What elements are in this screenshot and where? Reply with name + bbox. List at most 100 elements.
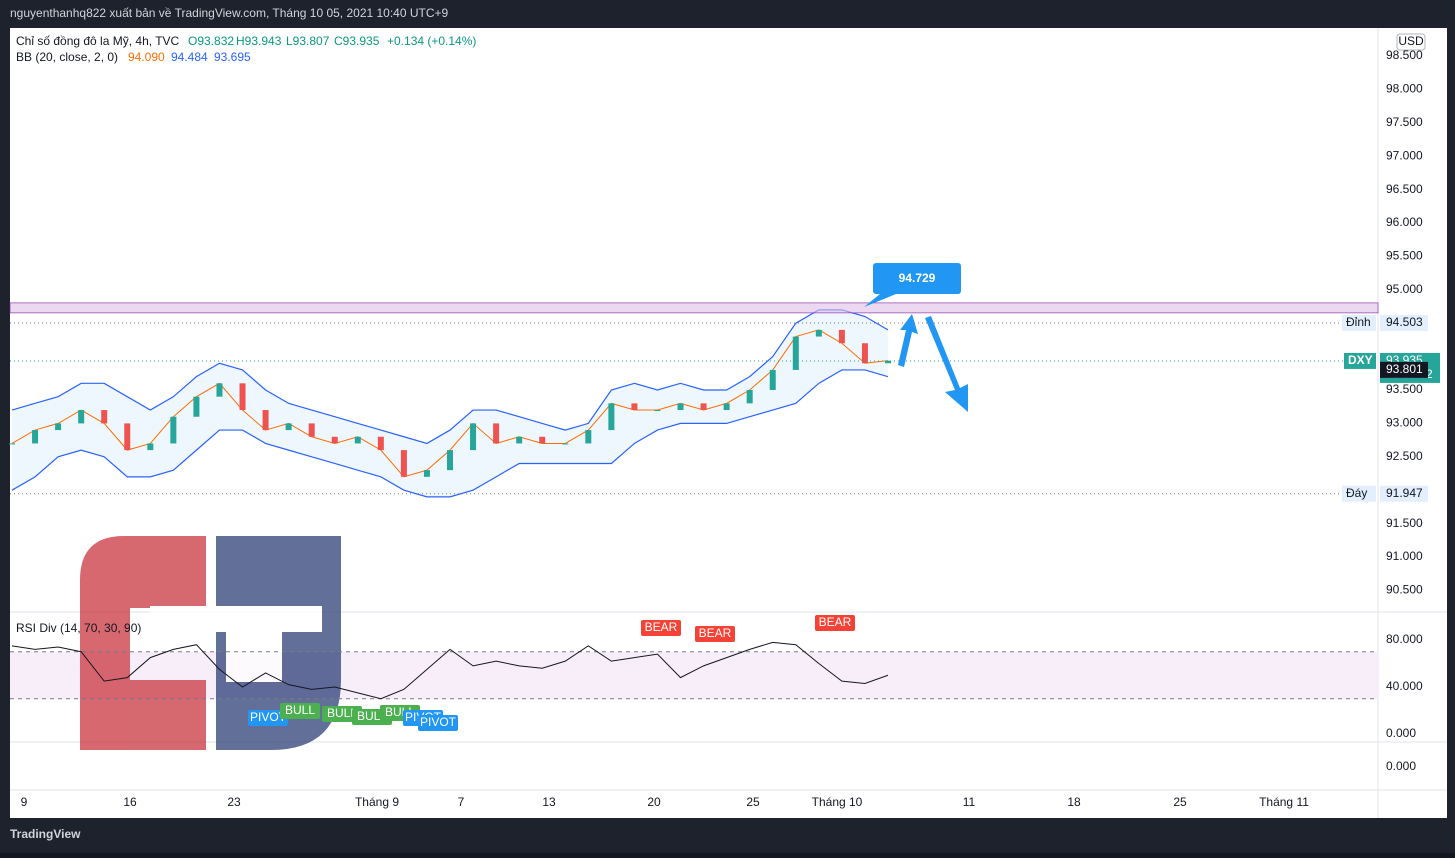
level-tag: Đáy [1346, 486, 1367, 500]
price-tick: 90.500 [1386, 583, 1423, 597]
rsi-title: RSI Div (14, 70, 30, 90) [16, 621, 141, 635]
candle [377, 436, 384, 451]
candle [447, 450, 453, 471]
candle [262, 410, 269, 431]
candle [193, 396, 200, 417]
candle [285, 423, 292, 431]
rsi-tag [248, 710, 288, 726]
candle [677, 403, 684, 411]
time-tick: 16 [123, 795, 137, 809]
price-tick: 96.500 [1386, 182, 1423, 196]
level-tag: Đỉnh [1346, 315, 1371, 329]
symbol: DXY [1348, 353, 1373, 367]
price-tick: 91.000 [1386, 549, 1423, 563]
level-value-bg [1380, 485, 1428, 502]
candle [423, 470, 430, 477]
candle [78, 410, 85, 424]
time-tick: 9 [21, 795, 28, 809]
rsi-tag [418, 715, 458, 731]
resistance-zone [9, 302, 1379, 314]
rsi-tag-label: PIVOT [420, 715, 457, 729]
legend-close: C93.935 [334, 34, 380, 48]
time-tick: Tháng 9 [355, 795, 399, 809]
watermark-logo [80, 536, 341, 750]
rsi-band [10, 652, 1378, 699]
arrow-down [925, 316, 968, 412]
legend-open: O93.832 [188, 34, 234, 48]
time-tick: 20 [647, 795, 661, 809]
rsi-tag [641, 620, 681, 636]
rsi-tick: 40.000 [1386, 679, 1423, 693]
callout-pointer [864, 294, 896, 307]
candle [516, 436, 523, 444]
publisher: nguyenthanhq822 xuất bản về TradingView.… [10, 6, 449, 20]
candle [170, 416, 177, 444]
candle [885, 360, 891, 364]
candle [331, 436, 338, 444]
rsi-tag-label: BEAR [819, 615, 852, 629]
candle [815, 329, 822, 337]
price-tick: 96.000 [1386, 215, 1423, 229]
rsi-tag-label: BULL [285, 703, 315, 717]
prev-price: 93.801 [1386, 362, 1423, 376]
unit: USD [1398, 34, 1424, 48]
candle [723, 403, 730, 411]
candle [147, 443, 154, 451]
rsi-tag [280, 703, 320, 719]
time-tick: 23 [227, 795, 241, 809]
price-tick: 95.000 [1386, 282, 1423, 296]
rsi-tag-label: PIVOT [250, 710, 287, 724]
candle [9, 443, 15, 445]
level-value-bg [1380, 314, 1428, 331]
unit-badge [1396, 33, 1426, 51]
legend-high: H93.943 [236, 34, 282, 48]
target-price: 94.729 [899, 271, 936, 285]
bb-upper [11, 309, 889, 445]
level-tag-bg [1342, 485, 1376, 502]
arrow-up [898, 314, 918, 367]
price-tick: 93.500 [1386, 382, 1423, 396]
price-tick: 98.500 [1386, 48, 1423, 62]
time-tick: 25 [1173, 795, 1187, 809]
legend-change: +0.134 (+0.14%) [387, 34, 476, 48]
price-tick: 91.500 [1386, 516, 1423, 530]
candle [631, 403, 638, 411]
time-tick: Tháng 10 [812, 795, 863, 809]
level-value: 94.503 [1386, 315, 1423, 329]
legend-symbol: Chỉ số đồng đô la Mỹ, 4h, TVC [16, 34, 180, 48]
candle [124, 423, 131, 451]
candle [354, 436, 361, 444]
symbol-bg [1344, 352, 1376, 369]
rsi-tag-label: BEAR [645, 620, 678, 634]
price-tick: 92.500 [1386, 449, 1423, 463]
candle [32, 430, 39, 444]
level-value: 91.947 [1386, 486, 1423, 500]
rsi-tag-label: BULL [357, 709, 387, 723]
time-tick: 7 [458, 795, 465, 809]
candle [769, 369, 776, 390]
rsi-line [11, 641, 889, 700]
candle [239, 383, 246, 411]
candle [746, 390, 753, 404]
candle [55, 423, 62, 431]
target-callout [873, 263, 961, 294]
rsi-tick: 80.000 [1386, 632, 1423, 646]
price-tick: 93.000 [1386, 416, 1423, 430]
candle [539, 436, 546, 444]
bb-upper: 94.484 [171, 50, 208, 64]
price-tick: 98.000 [1386, 82, 1423, 96]
candle [654, 410, 661, 412]
time-tick: 11 [963, 795, 976, 809]
candle [216, 383, 223, 397]
pane3-tick: 0.000 [1386, 759, 1416, 773]
candle [470, 423, 477, 451]
time-tick: 25 [746, 795, 760, 809]
rsi-tag [695, 626, 735, 642]
candle [400, 450, 407, 477]
candle [585, 430, 592, 444]
candle [838, 329, 845, 344]
rsi-tick: 0.000 [1386, 726, 1416, 740]
candle [792, 336, 799, 370]
candle [101, 410, 108, 424]
